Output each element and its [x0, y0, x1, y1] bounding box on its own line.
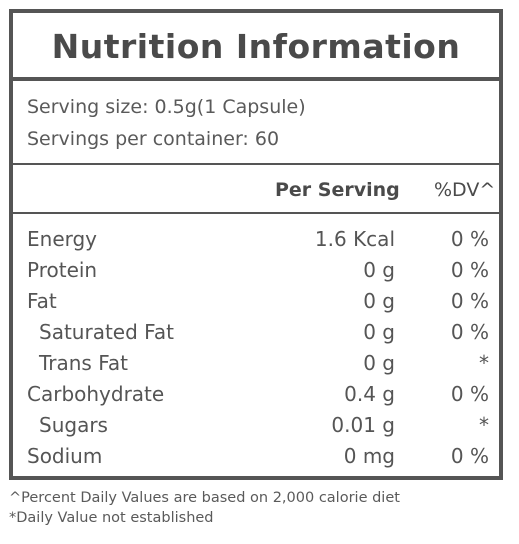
- per-serving-header: Per Serving: [275, 179, 400, 201]
- nutrient-dv: 0 %: [450, 382, 489, 406]
- nutrient-row-energy: Energy 1.6 Kcal 0 %: [13, 225, 499, 256]
- nutrient-amount: 0.4 g: [344, 382, 395, 406]
- nutrient-dv: 0 %: [450, 227, 489, 251]
- label-title: Nutrition Information: [51, 27, 461, 66]
- nutrient-name: Saturated Fat: [39, 320, 174, 344]
- serving-size: Serving size: 0.5g(1 Capsule): [27, 96, 306, 118]
- servings-per-container: Servings per container: 60: [27, 128, 280, 150]
- nutrient-dv: *: [479, 351, 489, 375]
- nutrient-amount: 0 g: [363, 258, 395, 282]
- nutrient-name: Fat: [27, 289, 57, 313]
- nutrient-row-protein: Protein 0 g 0 %: [13, 256, 499, 287]
- nutrient-dv: 0 %: [450, 258, 489, 282]
- footnote-dv-basis: ^Percent Daily Values are based on 2,000…: [9, 490, 400, 506]
- nutrient-row-saturated-fat: Saturated Fat 0 g 0 %: [13, 318, 499, 349]
- nutrient-name: Energy: [27, 227, 98, 251]
- serving-info: Serving size: 0.5g(1 Capsule) Servings p…: [13, 81, 499, 165]
- nutrient-name: Carbohydrate: [27, 382, 165, 406]
- title-bar: Nutrition Information: [13, 13, 499, 81]
- nutrient-amount: 1.6 Kcal: [314, 227, 395, 251]
- nutrient-amount: 0 mg: [343, 444, 395, 468]
- nutrient-rows: Energy 1.6 Kcal 0 % Protein 0 g 0 % Fat …: [13, 225, 499, 473]
- nutrient-row-sodium: Sodium 0 mg 0 %: [13, 442, 499, 473]
- nutrient-row-carbohydrate: Carbohydrate 0.4 g 0 %: [13, 380, 499, 411]
- nutrient-dv: 0 %: [450, 320, 489, 344]
- nutrient-row-trans-fat: Trans Fat 0 g *: [13, 349, 499, 380]
- nutrient-dv: *: [479, 413, 489, 437]
- footnote-not-established: *Daily Value not established: [9, 510, 214, 526]
- nutrient-row-fat: Fat 0 g 0 %: [13, 287, 499, 318]
- nutrient-amount: 0.01 g: [331, 413, 395, 437]
- daily-value-header: %DV^: [434, 179, 496, 201]
- nutrient-dv: 0 %: [450, 444, 489, 468]
- nutrient-row-sugars: Sugars 0.01 g *: [13, 411, 499, 442]
- nutrient-amount: 0 g: [363, 320, 395, 344]
- nutrient-name: Protein: [27, 258, 98, 282]
- nutrient-dv: 0 %: [450, 289, 489, 313]
- header-divider: [13, 212, 499, 214]
- nutrient-name: Trans Fat: [39, 351, 128, 375]
- nutrient-amount: 0 g: [363, 351, 395, 375]
- nutrient-amount: 0 g: [363, 289, 395, 313]
- nutrient-name: Sugars: [39, 413, 108, 437]
- nutrient-name: Sodium: [27, 444, 103, 468]
- nutrition-label-panel: Nutrition Information Serving size: 0.5g…: [9, 9, 503, 480]
